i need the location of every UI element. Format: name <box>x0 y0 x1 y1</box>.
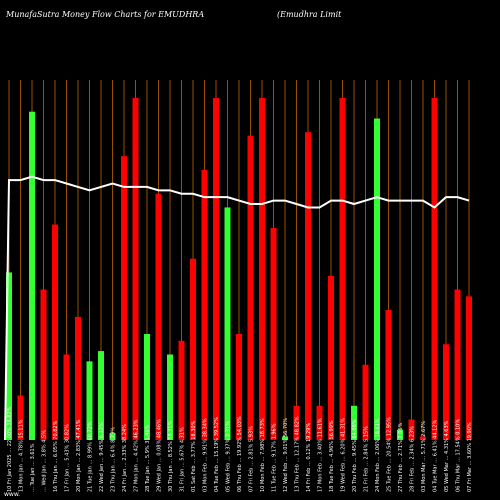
bar-14 <box>167 354 173 440</box>
bar-29 <box>339 98 346 440</box>
date-label-4: 16 Thu Jan … 6.05% 70.82% <box>53 420 59 492</box>
bar-35 <box>408 419 415 440</box>
date-label-10: 24 Fri Jan … 2.33% 38.24% <box>122 424 128 492</box>
date-label-27: 17 Mon Feb … 3.40% 11.61% <box>318 418 324 492</box>
date-label-11: 27 Mon Jan … 4.42% 46.23% <box>134 419 140 492</box>
bar-5 <box>63 354 70 440</box>
date-label-0: 10 Fri Jan 2025 … 22.00% 38.82% <box>7 406 13 492</box>
bar-17 <box>201 169 208 440</box>
date-label-34: 27 Thu Feb … 2.71% 2.06% <box>398 422 404 492</box>
date-label-33: 25 Tue Feb … 20.54% 12.95% <box>387 417 393 492</box>
bar-16 <box>190 258 196 440</box>
bar-20 <box>236 333 242 440</box>
bar-18 <box>213 98 219 440</box>
bar-30 <box>351 405 357 440</box>
bar-11 <box>132 98 139 440</box>
bar-15 <box>178 340 185 440</box>
date-label-7: 21 Tue Jan … 8.99% 60.72% <box>88 421 94 492</box>
money-flow-line <box>4 175 470 441</box>
date-label-40: 07 Fri Mar … 3.60% 19.90% <box>467 422 473 492</box>
bar-22 <box>259 98 265 440</box>
date-label-19: 05 Wed Feb … 9.37% 2.31% <box>226 421 232 492</box>
bar-12 <box>144 333 150 440</box>
date-label-21: 07 Fri Feb … 2.81% 5.93% <box>249 426 255 492</box>
date-label-23: 11 Tue Feb … 9.17% 1.96% <box>272 423 278 492</box>
date-label-26: 14 Fri Feb … 0.12% 19.29% <box>306 423 312 492</box>
chart-title-right: (Emudhra Limit <box>277 10 342 19</box>
date-label-15: 31 Fri Jan … 5.67% 4.31% <box>180 427 186 492</box>
date-label-1: 13 Mon Jan … 4.78% 15.11% <box>19 419 25 492</box>
bar-40 <box>466 296 472 440</box>
date-label-24: 12 Wed Feb … 9.01% 56.70% <box>283 418 289 492</box>
bar-9 <box>109 433 116 440</box>
date-label-6: 20 Mon Jan … 2.83% 47.41% <box>76 419 82 492</box>
date-label-30: 20 Thu Feb … 9.45% 64.08% <box>352 419 358 492</box>
date-label-20: 06 Thu Feb … 19.92% 54.03% <box>237 416 243 492</box>
bar-2 <box>29 111 35 441</box>
date-label-17: 03 Mon Feb … 9.91% 38.34% <box>203 418 209 492</box>
bar-23 <box>270 227 277 440</box>
date-label-14: 30 Thu Jan … 8.52% 58.31% <box>168 420 174 492</box>
date-label-3: … Wed Jan … 3.8% 4.5% <box>42 430 48 492</box>
date-label-28: 18 Tue Feb … 4.96% 56.99% <box>329 420 335 492</box>
date-label-8: 22 Wed Jan … 9.45% 6.12% <box>99 422 105 492</box>
bar-4 <box>52 224 58 440</box>
bar-13 <box>155 193 162 440</box>
date-labels: 10 Fri Jan 2025 … 22.00% 38.82% 13 Mon Ja… <box>7 406 473 492</box>
bar-31 <box>362 364 369 440</box>
bar-10 <box>121 156 127 440</box>
date-label-13: 29 Wed Jan … 0.08% 48.46% <box>157 419 163 492</box>
date-label-25: 13 Thu Feb … 12.17% 48.82% <box>295 416 301 492</box>
bar-7 <box>86 361 93 440</box>
bar-28 <box>328 275 334 440</box>
date-label-31: 21 Fri Feb … 2.84% 5.15% <box>364 426 370 492</box>
bar-26 <box>305 132 311 440</box>
date-label-12: 28 Tue Jan … 5.9% 31.46% <box>145 424 151 492</box>
chart-footer-left: www. <box>4 491 20 498</box>
bar-27 <box>316 405 323 440</box>
bar-25 <box>293 405 300 440</box>
date-label-36: 03 Mon Mar … 5.71% 2.67% <box>421 421 427 492</box>
bar-1 <box>17 395 24 440</box>
bar-38 <box>443 344 449 440</box>
bar-32 <box>374 118 380 441</box>
date-label-2: … Tue Jan … 3.61% <box>30 443 36 492</box>
date-label-22: 10 Mon Feb … 7.98% 18.73% <box>260 418 266 492</box>
date-label-29: 19 Wed Feb … 6.20% 41.31% <box>341 418 347 492</box>
date-label-37: 04 Tue Mar … 6.41% 44.12% <box>433 420 439 492</box>
bar-3 <box>40 289 47 440</box>
date-label-5: 17 Fri Jan … 5.43% 30.82% <box>65 424 71 492</box>
bar-0 <box>6 272 12 440</box>
bar-36 <box>420 436 426 440</box>
bar-33 <box>385 310 392 440</box>
bar-21 <box>247 135 254 440</box>
bar-8 <box>98 351 104 440</box>
bar-6 <box>75 316 81 440</box>
chart-title-left: MunafaSutra Money Flow Charts for EMUDHR… <box>5 10 204 19</box>
bar-24 <box>282 436 288 440</box>
date-label-32: 24 Mon Feb … 2.06% 18.61% <box>375 418 381 492</box>
date-label-18: 04 Tue Feb … 15.19% 39.52% <box>214 417 220 492</box>
date-label-38: 05 Wed Mar … 4.31% 4.63% <box>444 420 450 492</box>
bar-34 <box>397 429 403 440</box>
date-label-16: 01 Sat Feb … 3.77% 18.30% <box>191 420 197 492</box>
bar-39 <box>454 289 461 440</box>
date-label-9: 23 Thu Jan … 6.4% 8.73% <box>111 427 117 492</box>
bar-37 <box>431 98 438 440</box>
date-label-35: 28 Fri Feb … 2.34% 6.23% <box>410 426 416 492</box>
bar-19 <box>224 207 231 440</box>
date-label-39: 06 Thu Mar … 17.54% 0.10% <box>456 419 462 492</box>
bars-group <box>6 98 472 441</box>
